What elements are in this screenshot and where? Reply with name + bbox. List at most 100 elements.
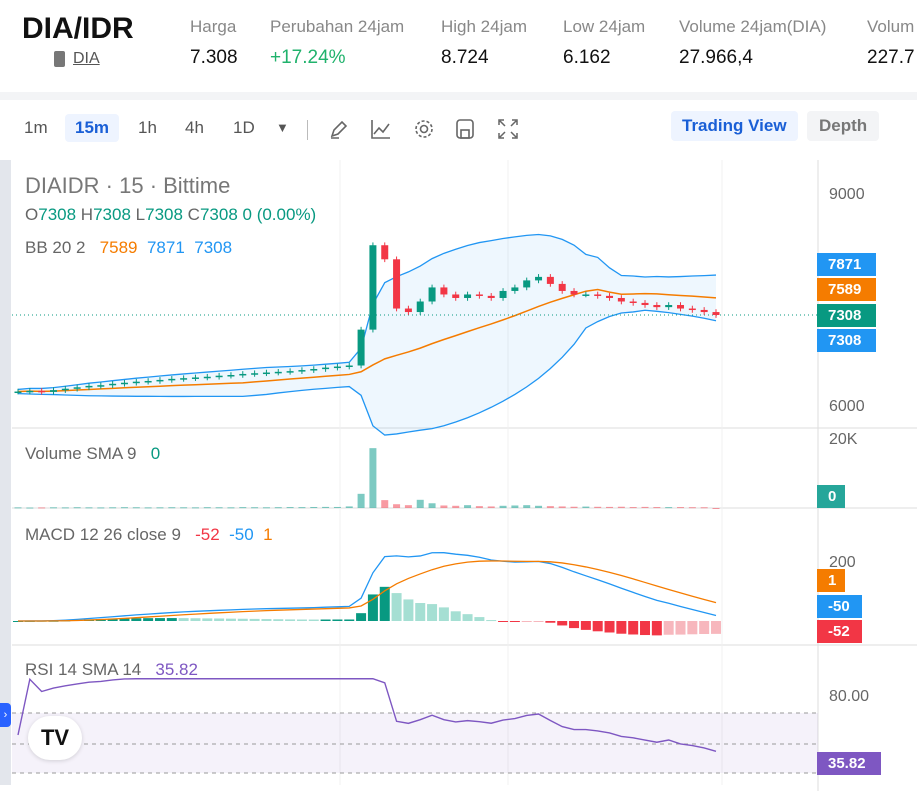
volume-bar: [97, 507, 105, 509]
candle-body: [333, 366, 341, 369]
candle-body: [120, 382, 128, 385]
macd-histogram-bar: [379, 586, 390, 621]
expand-sidebar-icon[interactable]: ›: [0, 703, 11, 727]
candle-body: [428, 287, 436, 302]
macd-histogram-bar: [166, 618, 177, 621]
candle-body: [26, 390, 34, 393]
fullscreen-icon[interactable]: [497, 118, 519, 140]
volume-bar: [452, 505, 460, 508]
rsi-legend: RSI 14 SMA 14 35.82: [25, 660, 198, 679]
macd-histogram-bar: [415, 603, 426, 621]
volume-bar: [641, 506, 649, 508]
settings-icon[interactable]: [413, 118, 435, 140]
candle-body: [203, 376, 211, 379]
tf-1h[interactable]: 1h: [138, 118, 157, 137]
save-icon[interactable]: [454, 118, 476, 140]
candle-body: [700, 309, 708, 313]
volume-bar: [440, 505, 448, 508]
trading-view-tab[interactable]: Trading View: [671, 111, 798, 141]
volume-bar: [333, 506, 341, 508]
candle-body: [191, 377, 199, 379]
volume-bar: [511, 505, 519, 508]
candle-body: [227, 374, 235, 377]
axis-6000: 6000: [829, 398, 865, 415]
candle-body: [180, 378, 188, 380]
volume-bar: [38, 507, 46, 509]
macd-histogram-bar: [687, 621, 698, 635]
volume-bar: [286, 507, 294, 509]
candle-body: [653, 305, 661, 308]
candle-body: [109, 383, 117, 386]
depth-tab[interactable]: Depth: [807, 111, 880, 141]
macd-histogram-bar: [663, 621, 674, 635]
volume-bar: [665, 507, 673, 509]
candle-body: [49, 390, 57, 392]
candle-body: [416, 301, 424, 313]
candle-body: [381, 245, 389, 260]
rsi-band: [12, 713, 818, 773]
macd-histogram-bar: [498, 621, 509, 622]
axis-200: 200: [829, 554, 856, 571]
macd-histogram-bar: [462, 614, 473, 621]
candle-body: [357, 329, 365, 366]
candle-body: [369, 245, 377, 330]
macd-histogram-bar: [557, 621, 568, 626]
volume-bar: [14, 507, 22, 509]
candle-body: [487, 295, 495, 298]
macd-histogram-bar: [367, 594, 378, 621]
candle-body: [582, 294, 590, 296]
rsi-tag: 35.82: [817, 752, 881, 775]
tradingview-logo[interactable]: TV: [28, 716, 82, 760]
candle-body: [393, 259, 401, 309]
draw-icon[interactable]: [328, 118, 350, 140]
coin-link-label[interactable]: DIA: [73, 50, 100, 67]
volume-bar: [156, 507, 164, 509]
macd-histogram-bar: [214, 618, 225, 621]
macd-histogram-bar: [285, 619, 296, 621]
ohlc-legend: O7308 H7308 L7308 C7308 0 (0.00%): [25, 205, 317, 224]
bb-lower-tag: 7308: [817, 329, 876, 352]
volume-bar: [298, 507, 306, 509]
volume-bar: [487, 506, 495, 508]
candle-body: [239, 373, 247, 376]
volume-bar: [85, 507, 93, 509]
macd-histogram-bar: [474, 617, 485, 621]
macd-histogram-bar: [13, 621, 23, 622]
macd-histogram-bar: [403, 599, 414, 621]
candle-body: [61, 388, 69, 391]
tf-1d[interactable]: 1D: [233, 118, 255, 137]
indicators-icon[interactable]: [370, 118, 392, 140]
macd-histogram-bar: [308, 619, 319, 621]
volume-tag: 0: [817, 485, 845, 508]
timeframe-dropdown-icon[interactable]: ▼: [276, 120, 289, 135]
volume-bar: [227, 507, 235, 509]
macd-histogram-bar: [438, 607, 449, 621]
volume-bar: [369, 448, 377, 508]
macd-line-tag: -50: [817, 595, 862, 618]
volume-bar: [109, 507, 117, 509]
bb-upper-tag: 7871: [817, 253, 876, 276]
volume-bar: [203, 507, 211, 509]
tf-15m[interactable]: 15m: [65, 114, 120, 142]
tf-4h[interactable]: 4h: [185, 118, 204, 137]
macd-histogram-bar: [640, 621, 651, 636]
tf-1m[interactable]: 1m: [24, 118, 48, 137]
candle-body: [712, 312, 720, 316]
volume-bar: [416, 499, 424, 508]
volume-bar: [582, 506, 590, 508]
volume-bar: [49, 507, 57, 509]
candle-body: [310, 369, 318, 371]
bb-fill: [18, 234, 716, 436]
macd-histogram-bar: [711, 621, 721, 634]
volume-bar: [215, 507, 223, 509]
volume-bar: [381, 500, 389, 508]
macd-histogram-bar: [261, 619, 272, 621]
volume-bar: [606, 506, 614, 508]
macd-histogram-bar: [178, 618, 189, 621]
volume-bar: [594, 506, 602, 508]
macd-histogram-bar: [131, 618, 142, 621]
pair-title: DIA/IDR: [22, 12, 134, 45]
chart-canvas[interactable]: [0, 160, 917, 791]
coin-link[interactable]: DIA: [54, 50, 100, 68]
macd-line: [17, 552, 717, 622]
